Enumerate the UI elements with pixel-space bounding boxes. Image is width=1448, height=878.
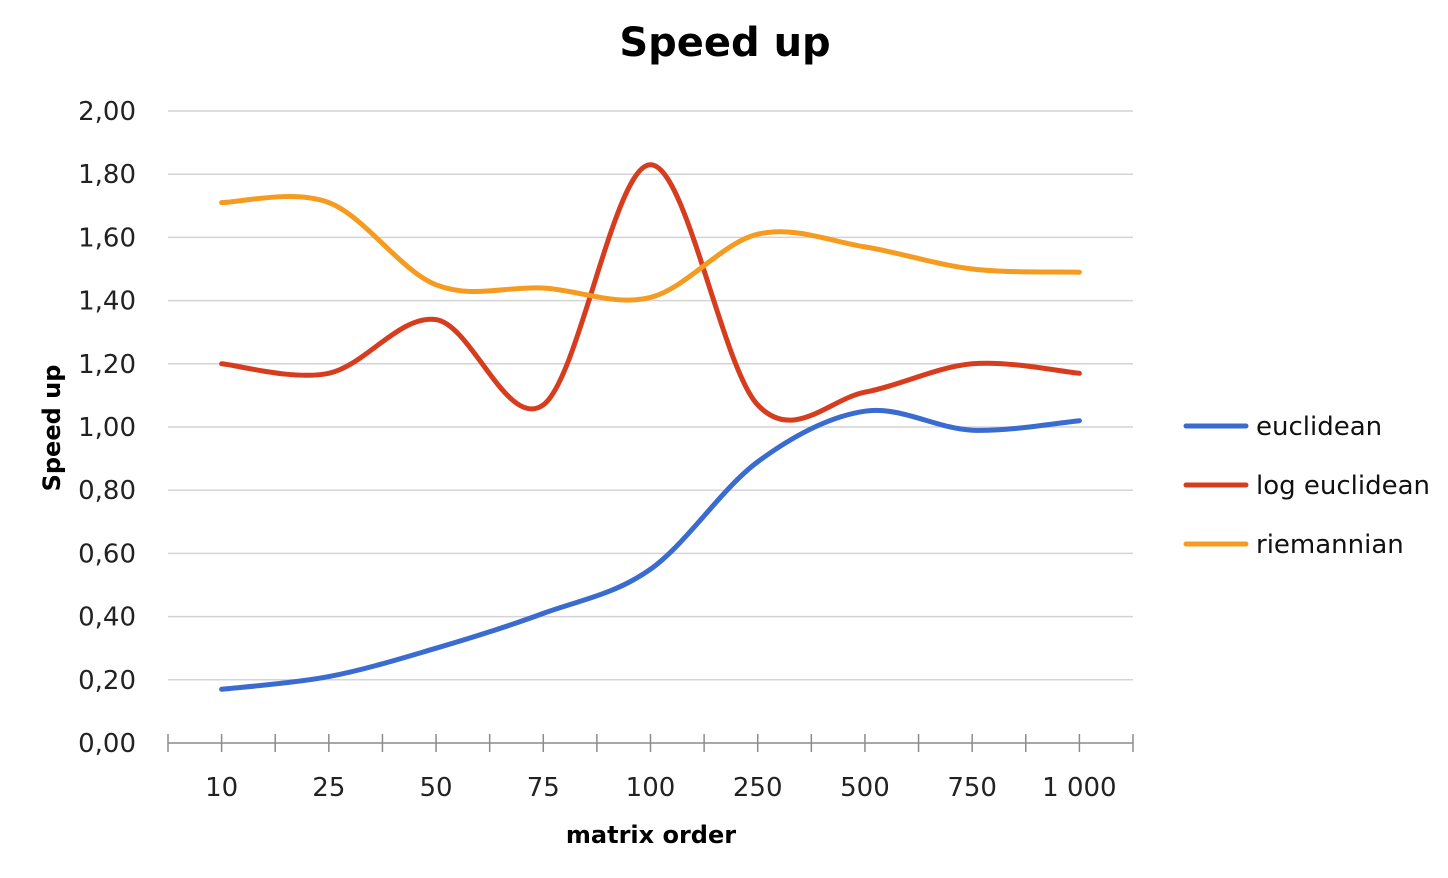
y-axis-title: Speed up bbox=[38, 365, 66, 492]
x-axis-title: matrix order bbox=[566, 821, 736, 849]
y-tick-label: 1,00 bbox=[78, 413, 136, 443]
x-axis bbox=[167, 734, 1134, 752]
x-tick-label: 500 bbox=[840, 773, 890, 803]
y-tick-label: 1,80 bbox=[78, 160, 136, 190]
y-tick-label: 1,60 bbox=[78, 223, 136, 253]
y-tick-label: 0,40 bbox=[78, 603, 136, 633]
x-tick-label: 50 bbox=[420, 773, 453, 803]
legend-label-euclidean: euclidean bbox=[1256, 412, 1382, 442]
series-line-riemannian bbox=[219, 194, 1082, 303]
series-line-euclidean bbox=[219, 407, 1082, 692]
chart-title: Speed up bbox=[619, 20, 830, 66]
y-tick-label: 2,00 bbox=[78, 97, 136, 127]
x-tick-label: 1 000 bbox=[1042, 773, 1116, 803]
x-tick-label: 750 bbox=[947, 773, 997, 803]
y-tick-label: 0,20 bbox=[78, 666, 136, 696]
x-tick-label: 10 bbox=[205, 773, 238, 803]
y-tick-label: 0,80 bbox=[78, 476, 136, 506]
x-axis-ticks: 10 25 50 75 100 250 500 750 1 000 bbox=[205, 773, 1117, 803]
gridlines bbox=[168, 110, 1133, 681]
series-line-log-euclidean bbox=[219, 162, 1082, 423]
y-tick-label: 1,20 bbox=[78, 350, 136, 380]
y-axis-ticks: 0,00 0,20 0,40 0,60 0,80 1,00 1,20 1,40 1,60 1,80… bbox=[78, 97, 136, 759]
x-tick-label: 250 bbox=[733, 773, 783, 803]
x-tick-label: 25 bbox=[312, 773, 345, 803]
legend-label-riemannian: riemannian bbox=[1256, 530, 1404, 560]
y-tick-label: 0,00 bbox=[78, 729, 136, 759]
legend-label-log-euclidean: log euclidean bbox=[1256, 471, 1430, 501]
y-tick-label: 0,60 bbox=[78, 539, 136, 569]
legend: euclidean log euclidean riemannian bbox=[1183, 412, 1430, 560]
series-lines bbox=[219, 162, 1082, 692]
x-tick-label: 100 bbox=[626, 773, 676, 803]
y-tick-label: 1,40 bbox=[78, 287, 136, 317]
x-tick-label: 75 bbox=[527, 773, 560, 803]
